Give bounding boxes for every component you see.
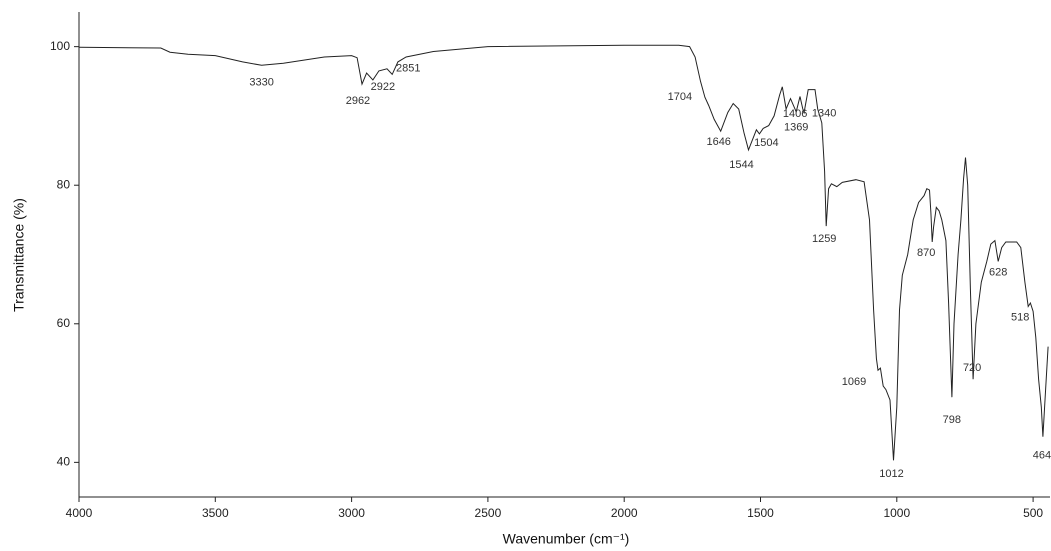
- peak-label: 1544: [729, 159, 753, 171]
- peak-label: 720: [963, 362, 981, 374]
- peak-label: 628: [989, 266, 1007, 278]
- peak-label: 2962: [346, 95, 370, 107]
- x-tick-label: 2000: [611, 506, 638, 520]
- x-tick-label: 1000: [883, 506, 910, 520]
- y-tick-label: 100: [50, 39, 70, 53]
- chart: Wavenumber (cm⁻¹) Transmittance (%) 4000…: [0, 0, 1051, 551]
- x-tick-label: 1500: [747, 506, 774, 520]
- peak-label: 2851: [396, 62, 420, 74]
- peak-label: 1504: [754, 137, 778, 149]
- peak-label: 870: [917, 247, 935, 259]
- peak-label: 1369: [784, 122, 808, 134]
- peak-label: 1406: [783, 108, 807, 120]
- peak-label: 1704: [668, 91, 692, 103]
- x-axis-title: Wavenumber (cm⁻¹): [503, 531, 630, 547]
- peak-label: 798: [943, 414, 961, 426]
- spectrum-line: [79, 45, 1048, 460]
- peak-label: 2922: [371, 81, 395, 93]
- y-tick-label: 80: [57, 177, 71, 191]
- y-tick-label: 40: [57, 455, 71, 469]
- peak-label: 1069: [842, 376, 866, 388]
- x-tick-label: 3000: [338, 506, 365, 520]
- peak-label: 518: [1011, 311, 1029, 323]
- y-axis-title: Transmittance (%): [11, 198, 27, 312]
- x-tick-label: 2500: [475, 506, 502, 520]
- y-tick-label: 60: [57, 316, 71, 330]
- x-tick-label: 4000: [66, 506, 93, 520]
- peak-label: 464: [1033, 450, 1051, 462]
- peak-label: 1340: [812, 107, 836, 119]
- x-tick-label: 3500: [202, 506, 229, 520]
- x-tick-label: 500: [1023, 506, 1043, 520]
- peak-label: 3330: [249, 76, 273, 88]
- peak-label: 1259: [812, 233, 836, 245]
- peak-label: 1646: [706, 136, 730, 148]
- peak-label: 1012: [879, 468, 903, 480]
